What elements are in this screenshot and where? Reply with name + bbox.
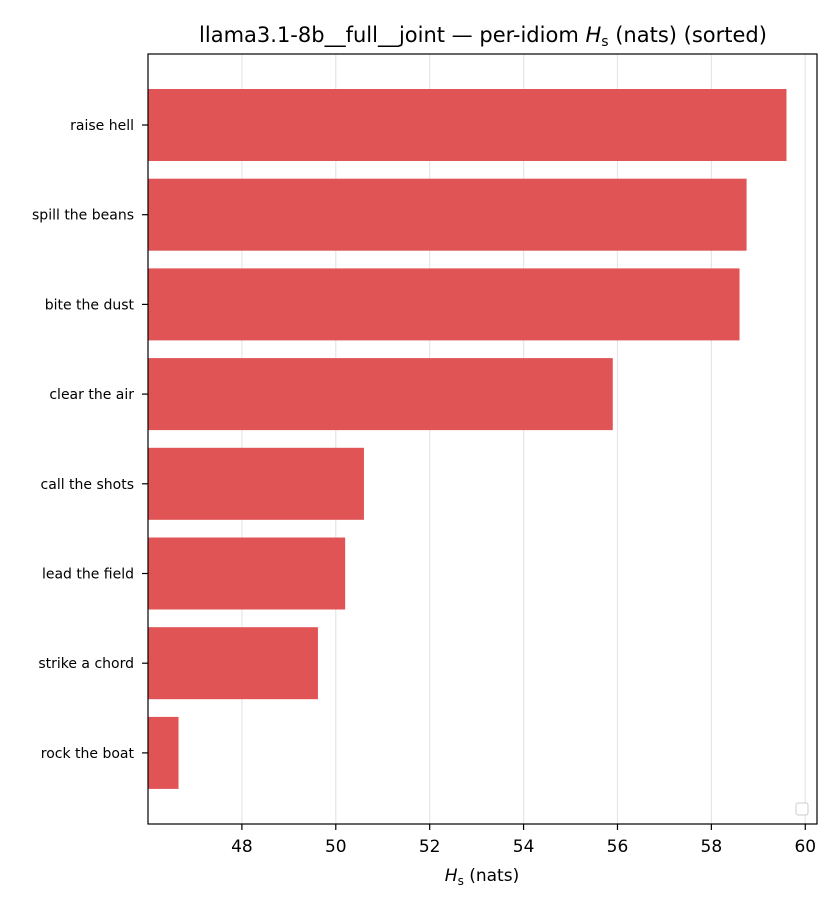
x-tick-label: 56 [607,837,629,857]
bar [148,89,787,161]
chart-title: llama3.1-8b__full__joint — per-idiom Hs … [199,23,767,50]
y-tick-label: bite the dust [45,297,135,313]
x-tick-label: 52 [419,837,441,857]
y-tick-label: spill the beans [32,208,134,224]
x-tick-label: 54 [513,837,535,857]
bar [148,537,346,610]
gridlines [241,54,806,824]
bar [148,358,613,431]
bar [148,178,747,251]
bars [148,89,787,789]
x-tick-label: 60 [794,837,816,857]
bar [148,447,364,520]
legend-box [795,802,809,816]
y-tick-label: strike a chord [38,656,134,672]
x-axis: 48 50 52 54 56 58 60 [231,824,816,857]
bar [148,716,179,789]
x-tick-label: 58 [701,837,723,857]
y-tick-label: clear the air [49,387,134,403]
plot-frame [147,53,818,825]
y-tick-label: call the shots [41,477,134,493]
y-tick-label: rock the boat [41,746,135,762]
x-axis-label: Hs (nats) [445,866,519,888]
y-tick-label: raise hell [70,118,134,134]
y-tick-label: lead the field [42,567,134,583]
x-tick-label: 48 [231,837,253,857]
bar [148,268,740,341]
x-tick-label: 50 [325,837,347,857]
bar [148,627,318,700]
y-axis: raise hell spill the beans bite the dust cl… [32,118,148,762]
